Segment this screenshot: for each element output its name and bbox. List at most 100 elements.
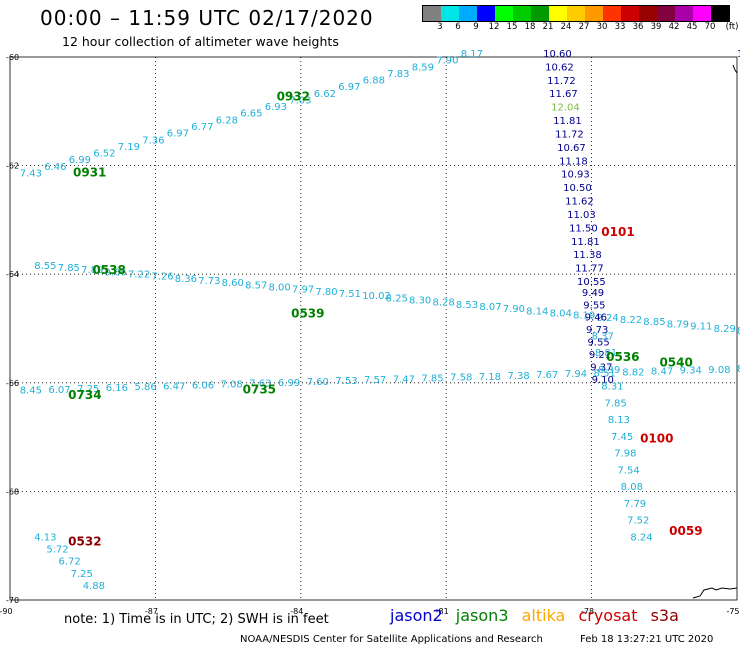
swh-value: 6.93	[265, 102, 287, 113]
swh-value: 8.36	[175, 274, 197, 285]
swh-value: 9.34	[680, 366, 702, 377]
footer-note: note: 1) Time is in UTC; 2) SWH is in fe…	[64, 612, 329, 627]
map-axes: -90 -87 -84 -81 -78 -75 -60 -62 -64 -66 -68 -70	[0, 53, 740, 616]
map-frame	[9, 56, 738, 601]
swh-value: 6.46	[44, 162, 66, 173]
legend-swatch	[657, 6, 675, 21]
swh-value: 8.60	[222, 278, 244, 289]
swh-value: 8.17	[461, 49, 483, 60]
swh-value: 8.13	[608, 415, 630, 426]
swh-value: 7.85	[421, 373, 443, 384]
time-label: 0734	[68, 388, 101, 402]
time-label: 0539	[291, 307, 324, 321]
swh-value: 6.52	[93, 149, 115, 160]
swh-value: 8.24	[630, 532, 652, 543]
swh-value: 6.06	[192, 380, 214, 391]
lon-tick-label: -81	[436, 607, 449, 616]
swh-value: 7.90	[503, 304, 525, 315]
swh-value: 6.28	[216, 115, 238, 126]
time-label: 0932	[277, 89, 310, 103]
swh-value: 8.81	[595, 348, 617, 359]
credit-timestamp: Feb 18 13:27:21 UTC 2020	[580, 634, 714, 645]
legend-swatch	[693, 6, 711, 21]
swh-value: 6.97	[338, 82, 360, 93]
legend-tick: 70	[704, 22, 716, 32]
time-label: 0536	[606, 350, 639, 364]
swh-value: 7.26	[151, 272, 173, 283]
swh-value: 8.57	[245, 280, 267, 291]
swh-value: 8.29	[714, 324, 736, 335]
legend-swatch	[675, 6, 693, 21]
swh-value: 10.55	[577, 277, 606, 288]
swh-value: 10.02	[362, 291, 391, 302]
swh-value: 9.55	[583, 300, 605, 311]
swh-value: 7.45	[611, 432, 633, 443]
color-legend-ticks: 3 6 9 12 15 18 21 24 27 30 33 36 39 42 45 70 (ft)	[422, 22, 740, 34]
swh-value: 8.04	[550, 309, 572, 320]
swh-value: 7.80	[315, 287, 337, 298]
swh-value: 6.47	[163, 381, 185, 392]
swh-value: 8.79	[667, 319, 689, 330]
swh-value: 7.54	[617, 465, 639, 476]
swh-value: 9.55	[587, 338, 609, 349]
legend-tick: 27	[578, 22, 590, 32]
swh-value: 6.07	[48, 385, 70, 396]
legend-tick: 3	[437, 22, 443, 32]
swh-value: 7.90	[436, 56, 458, 67]
swh-value: 9.21	[589, 350, 611, 361]
time-label: 0540	[659, 356, 692, 370]
satellite-jason2: jason2	[390, 606, 443, 625]
swh-value: 8.19	[573, 311, 595, 322]
lat-tick-label: -60	[6, 53, 19, 62]
legend-tick: 12	[488, 22, 500, 32]
legend-swatch	[585, 6, 603, 21]
legend-tick: 30	[596, 22, 608, 32]
swh-value: 12.04	[551, 103, 580, 114]
legend-swatch	[441, 6, 459, 21]
legend-swatch	[513, 6, 531, 21]
swh-value: 8.82	[622, 367, 644, 378]
time-label: 0100	[640, 432, 673, 446]
swh-value: 7.51	[339, 289, 361, 300]
swh-value: 6.62	[314, 89, 336, 100]
lat-tick-label: -70	[6, 596, 19, 605]
coastline-segment	[732, 64, 738, 74]
swh-value: 7.18	[479, 372, 501, 383]
swh-value: 7.98	[614, 449, 636, 460]
swh-value: 7.85	[58, 263, 80, 274]
swh-tracks: 7.436.466.996.527.197.366.976.776.286.65…	[20, 49, 740, 592]
swh-value: 8.59	[412, 62, 434, 73]
swh-value: 11.03	[567, 210, 596, 221]
swh-value: 9.73	[586, 325, 608, 336]
lat-tick-label: -66	[6, 379, 19, 388]
swh-value: 6.99	[278, 378, 300, 389]
swh-value: 11.67	[549, 89, 578, 100]
swh-value: 11.72	[547, 76, 576, 87]
lon-tick-label: -78	[581, 607, 594, 616]
legend-tick: 36	[632, 22, 644, 32]
swh-value: 7.58	[450, 373, 472, 384]
swh-value: 6.65	[240, 109, 262, 120]
legend-tick: 45	[686, 22, 698, 32]
lat-tick-label: -64	[6, 270, 19, 279]
swh-value: 8.25	[386, 293, 408, 304]
swh-value: 8.37	[592, 331, 614, 342]
swh-value: 7.79	[624, 499, 646, 510]
swh-value: 5.72	[46, 544, 68, 555]
coastline	[692, 64, 738, 599]
swh-value: 7.89	[81, 265, 103, 276]
swh-value: 9.46	[585, 313, 607, 324]
swh-value: 7.53	[335, 376, 357, 387]
swh-value: 11.77	[575, 264, 604, 275]
credit-line: NOAA/NESDIS Center for Satellite Applica…	[240, 634, 543, 645]
page-title: 00:00 – 11:59 UTC 02/17/2020	[40, 6, 374, 30]
swh-value: 7.47	[393, 374, 415, 385]
legend-swatch	[459, 6, 477, 21]
swh-value: 6.99	[69, 155, 91, 166]
swh-value: 6.97	[167, 129, 189, 140]
swh-value: 8.07	[479, 302, 501, 313]
legend-swatch	[711, 6, 729, 21]
satellite-cryosat: cryosat	[578, 606, 638, 625]
legend-tick: 18	[524, 22, 536, 32]
